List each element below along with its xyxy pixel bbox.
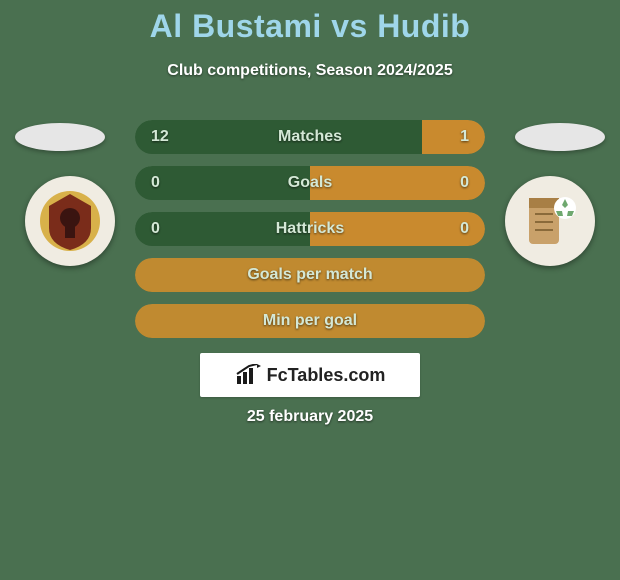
bar-label: Hattricks	[135, 212, 485, 246]
page-subtitle: Club competitions, Season 2024/2025	[0, 62, 620, 80]
brand-text: FcTables.com	[267, 365, 386, 386]
bar-goals-per-match: Goals per match	[135, 258, 485, 292]
club-badge-right	[505, 176, 595, 266]
page-title: Al Bustami vs Hudib	[0, 8, 620, 45]
club-crest-right-icon	[515, 186, 585, 256]
bar-matches: 12 Matches 1	[135, 120, 485, 154]
brand-box[interactable]: FcTables.com	[200, 353, 420, 397]
bar-label: Min per goal	[135, 304, 485, 338]
bar-goals: 0 Goals 0	[135, 166, 485, 200]
stats-bars: 12 Matches 1 0 Goals 0 0 Hattricks 0 Goa…	[135, 120, 485, 350]
bar-label: Goals	[135, 166, 485, 200]
bar-value-right: 0	[460, 212, 469, 246]
ellipse-right	[515, 123, 605, 151]
ellipse-left	[15, 123, 105, 151]
bar-label: Goals per match	[135, 258, 485, 292]
brand-chart-icon	[235, 364, 261, 386]
bar-value-right: 1	[460, 120, 469, 154]
club-badge-left	[25, 176, 115, 266]
date-line: 25 february 2025	[0, 408, 620, 426]
bar-value-right: 0	[460, 166, 469, 200]
club-crest-left-icon	[35, 186, 105, 256]
bar-hattricks: 0 Hattricks 0	[135, 212, 485, 246]
bar-min-per-goal: Min per goal	[135, 304, 485, 338]
bar-label: Matches	[135, 120, 485, 154]
